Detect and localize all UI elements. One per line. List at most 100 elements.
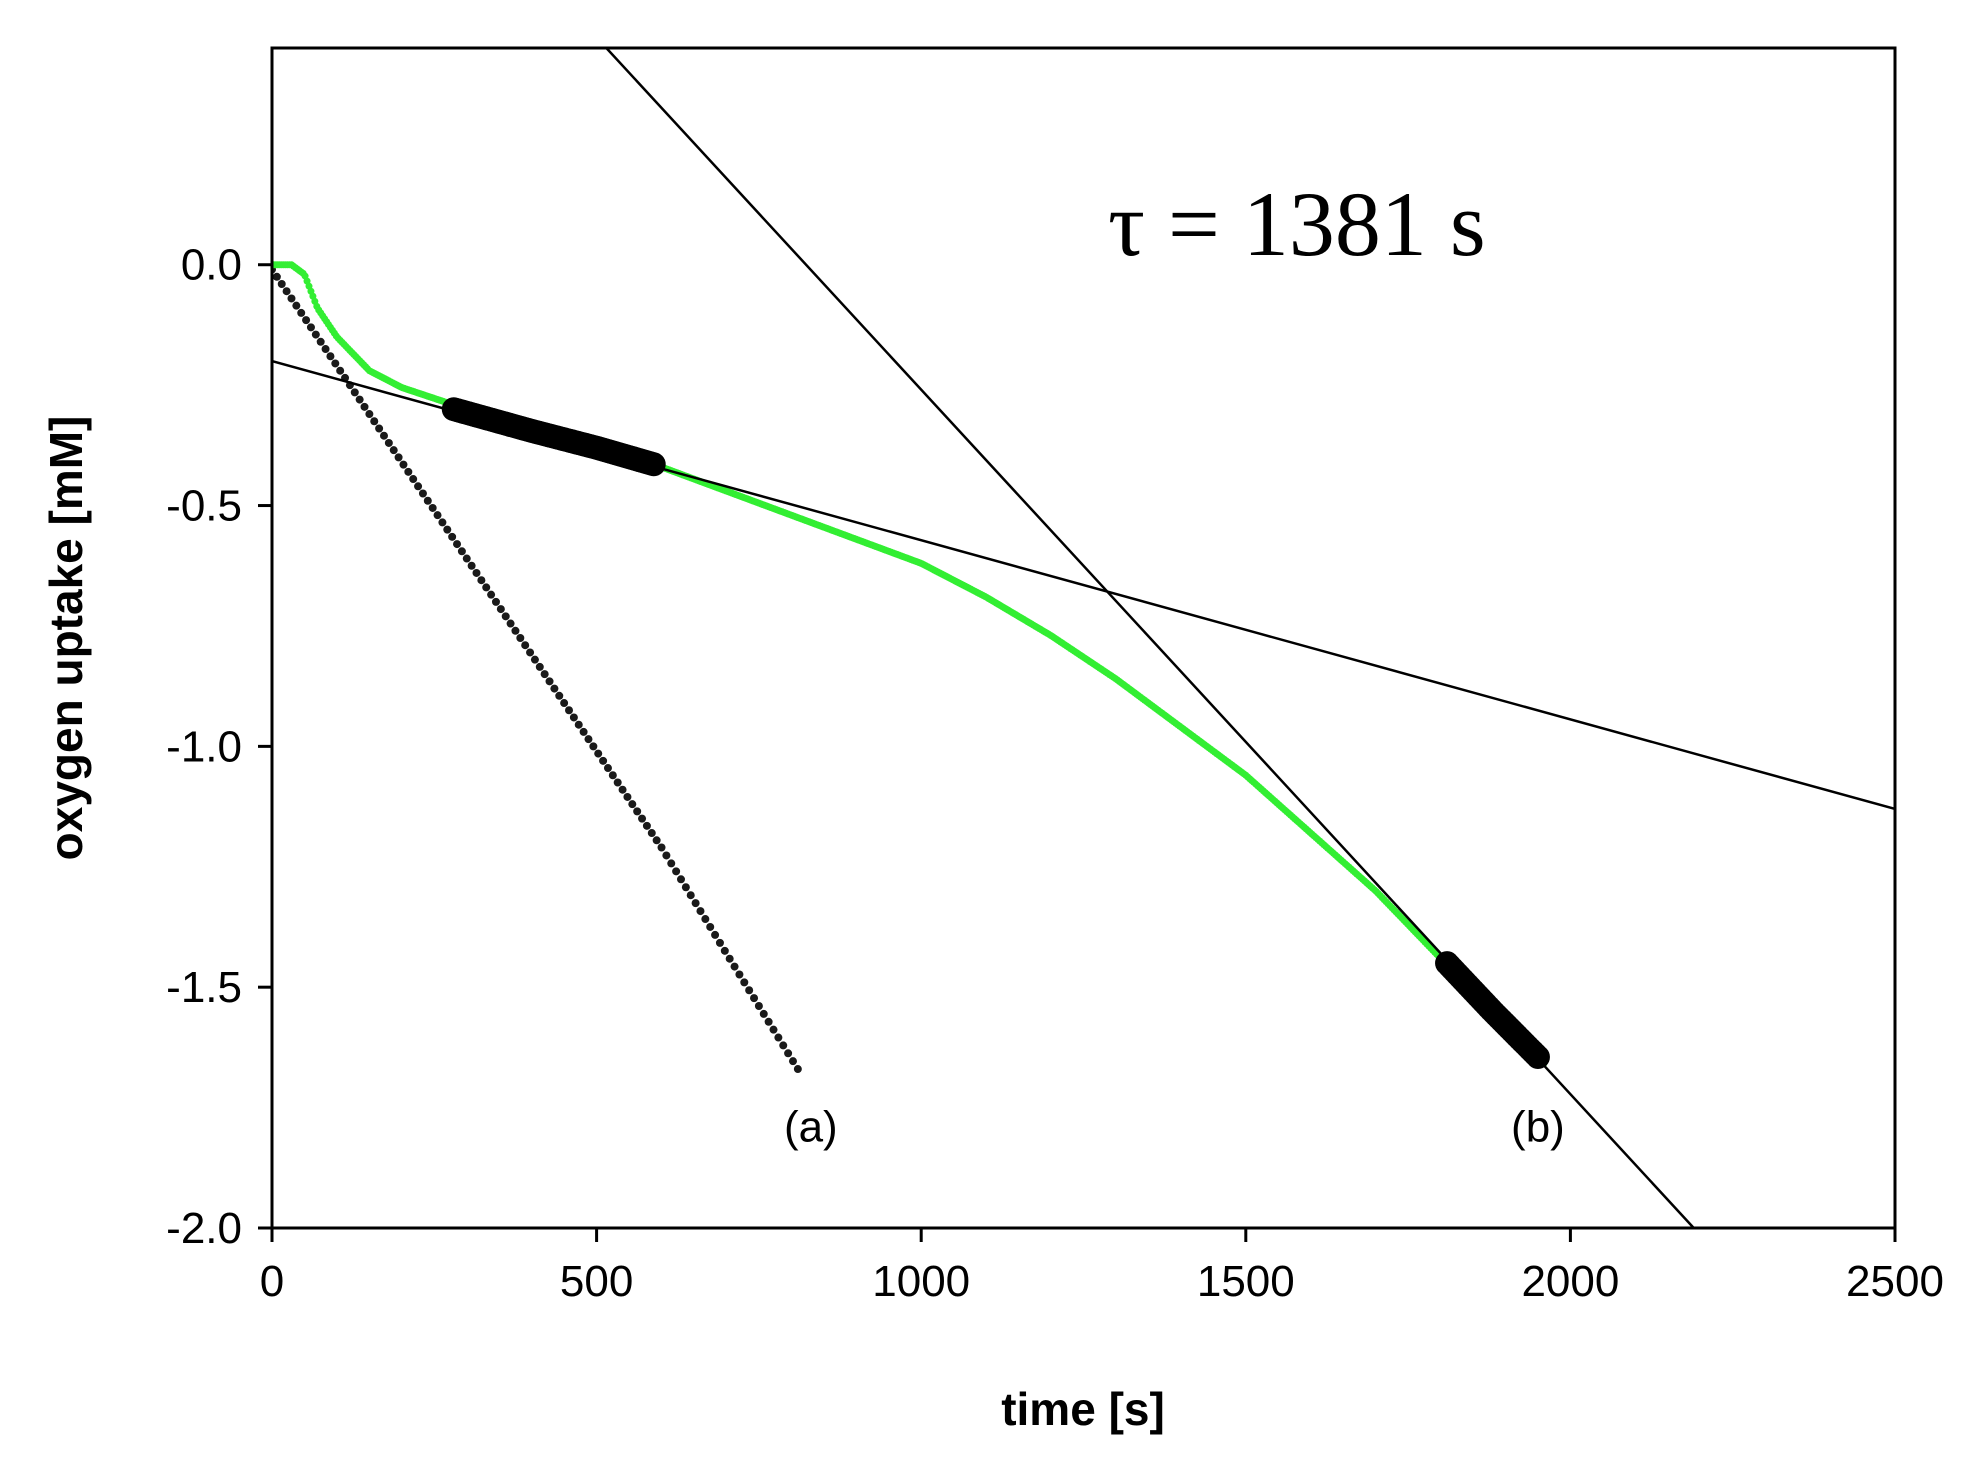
data-point — [306, 323, 315, 332]
y-tick-label: 0.0 — [181, 241, 242, 290]
data-point — [560, 699, 569, 708]
y-tick-label: -1.0 — [166, 722, 242, 771]
data-point — [681, 883, 690, 892]
data-point — [589, 742, 598, 751]
data-point — [594, 749, 603, 758]
data-point — [603, 764, 612, 773]
data-point — [389, 446, 398, 455]
data-point — [638, 814, 647, 823]
data-point — [467, 561, 476, 570]
data-point — [530, 655, 539, 664]
data-point — [628, 800, 637, 809]
plot-frame — [270, 46, 1897, 1230]
data-point — [711, 930, 720, 939]
data-point — [759, 1009, 768, 1018]
data-point — [477, 576, 486, 585]
data-point — [740, 978, 749, 987]
data-point — [672, 867, 681, 876]
x-tick-label: 500 — [560, 1257, 633, 1306]
data-point — [404, 467, 413, 476]
data-point — [311, 330, 320, 339]
data-point — [355, 395, 364, 404]
data-point — [774, 1033, 783, 1042]
data-point — [788, 1057, 797, 1066]
data-point — [793, 1065, 802, 1074]
series-data-curve-1 — [272, 261, 1548, 1068]
data-point — [652, 836, 661, 845]
data-point — [535, 662, 544, 671]
data-point — [418, 489, 427, 498]
data-point — [384, 438, 393, 447]
data-point — [399, 460, 408, 469]
data-point — [423, 496, 432, 505]
data-point — [676, 875, 685, 884]
data-point — [360, 402, 369, 411]
data-point — [764, 1017, 773, 1026]
axes-layer: 0 500 1000 1500 2000 2500 0.0 -0.5 -1.0 -1.5 -2.0 — [166, 241, 1944, 1306]
data-point — [316, 337, 325, 346]
data-point — [779, 1041, 788, 1050]
x-tick-label: 2000 — [1521, 1257, 1619, 1306]
data-point — [569, 713, 578, 722]
data-point — [287, 294, 296, 303]
data-point — [725, 954, 734, 963]
data-point — [496, 605, 505, 614]
data-point — [633, 807, 642, 816]
data-point — [457, 547, 466, 556]
data-point — [370, 417, 379, 426]
data-point — [375, 424, 384, 433]
data-point — [754, 1002, 763, 1011]
curve-label: (a) — [784, 1102, 838, 1151]
x-tick-label: 2500 — [1846, 1257, 1944, 1306]
data-point — [647, 829, 656, 838]
series-layer — [272, 261, 1550, 1074]
data-point — [613, 778, 622, 787]
fit-line-2 — [605, 48, 1695, 1228]
data-point — [438, 518, 447, 527]
data-point — [491, 597, 500, 606]
data-point — [321, 345, 330, 354]
curve-labels: (a) (b) — [784, 1102, 1565, 1151]
data-point — [540, 670, 549, 679]
data-point — [331, 359, 340, 368]
data-point — [667, 859, 676, 868]
data-point — [641, 452, 666, 477]
data-point — [701, 915, 710, 924]
data-point — [565, 706, 574, 715]
data-point — [350, 388, 359, 397]
data-point — [462, 554, 471, 563]
series-dotted-curve-0 — [272, 265, 802, 1074]
data-point — [282, 287, 291, 296]
data-point — [409, 475, 418, 484]
data-point — [662, 851, 671, 860]
tau-annotation: τ = 1381 s — [1108, 173, 1486, 275]
data-point — [574, 720, 583, 729]
data-point — [336, 366, 345, 375]
data-point — [623, 792, 632, 801]
y-tick-label: -2.0 — [166, 1204, 242, 1253]
data-point — [297, 308, 306, 317]
data-point — [394, 453, 403, 462]
series-fit-segment-2 — [441, 397, 666, 477]
data-point — [657, 843, 666, 852]
data-point — [715, 938, 724, 947]
data-point — [511, 626, 520, 635]
data-point — [302, 316, 311, 325]
fit-line-layer — [272, 48, 1895, 1228]
data-point — [618, 785, 627, 794]
data-point — [443, 525, 452, 534]
data-point — [448, 532, 457, 541]
data-point — [735, 970, 744, 979]
data-point — [516, 634, 525, 642]
data-point — [414, 482, 423, 491]
data-point — [642, 821, 651, 830]
data-point — [579, 727, 588, 736]
data-point — [521, 641, 530, 650]
data-point — [706, 922, 715, 931]
x-axis-title: time [s] — [1001, 1383, 1165, 1435]
y-tick-label: -0.5 — [166, 482, 242, 531]
data-point — [769, 1025, 778, 1034]
data-point — [272, 272, 281, 281]
data-point — [433, 511, 442, 520]
data-point — [584, 735, 593, 744]
